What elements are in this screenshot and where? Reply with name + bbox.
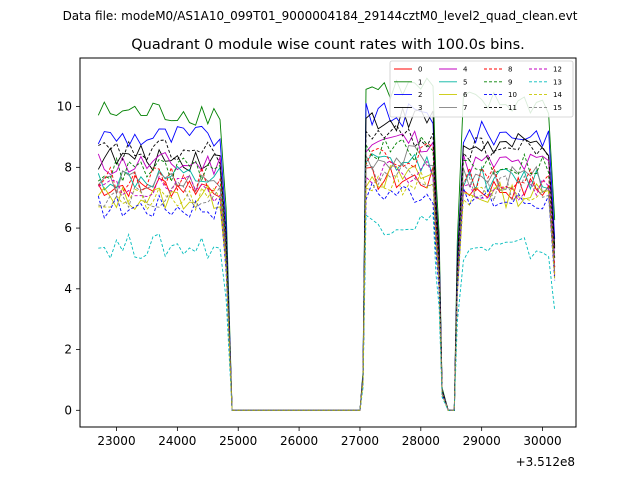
x-offset-label: +3.512e8 bbox=[516, 455, 575, 469]
x-tick-label: 30000 bbox=[523, 434, 561, 448]
series-line-2 bbox=[97, 102, 556, 411]
x-tick-label: 24000 bbox=[158, 434, 196, 448]
series-lines bbox=[97, 77, 556, 411]
legend-box bbox=[389, 60, 574, 118]
series-line-13 bbox=[98, 211, 556, 411]
series-line-15 bbox=[98, 163, 556, 411]
y-tick-label: 10 bbox=[57, 100, 72, 114]
legend-label-4: 4 bbox=[463, 66, 468, 74]
legend-label-10: 10 bbox=[508, 91, 517, 99]
datafile-label: Data file: modeM0/AS1A10_099T01_90000041… bbox=[63, 9, 578, 23]
series-line-4 bbox=[97, 130, 556, 411]
legend-label-0: 0 bbox=[418, 66, 422, 74]
legend-label-7: 7 bbox=[463, 104, 467, 112]
y-tick-label: 6 bbox=[64, 221, 72, 235]
series-line-12 bbox=[98, 160, 556, 411]
y-tick-label: 2 bbox=[64, 343, 72, 357]
series-line-7 bbox=[97, 145, 556, 411]
x-tick-label: 27000 bbox=[341, 434, 379, 448]
x-axis: 23000 24000 25000 26000 27000 28000 29000 30000 bbox=[97, 427, 562, 448]
series-line-0 bbox=[97, 166, 556, 411]
y-tick-label: 4 bbox=[64, 282, 72, 296]
series-line-6 bbox=[97, 164, 556, 411]
y-tick-label: 8 bbox=[64, 160, 72, 174]
legend-label-12: 12 bbox=[553, 66, 562, 74]
legend-label-3: 3 bbox=[418, 104, 422, 112]
legend-label-15: 15 bbox=[553, 104, 562, 112]
series-line-14 bbox=[98, 170, 556, 411]
series-line-8 bbox=[97, 142, 556, 411]
x-tick-label: 26000 bbox=[280, 434, 318, 448]
x-tick-label: 23000 bbox=[97, 434, 135, 448]
x-tick-label: 29000 bbox=[463, 434, 501, 448]
y-axis: 0 2 4 6 8 10 bbox=[57, 100, 80, 417]
series-line-9 bbox=[98, 135, 556, 411]
series-line-11 bbox=[98, 124, 556, 411]
legend-label-1: 1 bbox=[418, 78, 422, 86]
plot-frame bbox=[79, 57, 577, 428]
series-line-3 bbox=[97, 106, 556, 411]
legend-label-5: 5 bbox=[463, 78, 467, 86]
x-tick-label: 25000 bbox=[219, 434, 257, 448]
chart-title: Quadrant 0 module wise count rates with … bbox=[131, 37, 525, 53]
y-tick-label: 0 bbox=[64, 403, 72, 417]
x-tick-label: 28000 bbox=[402, 434, 440, 448]
series-line-10 bbox=[97, 181, 556, 411]
legend-label-8: 8 bbox=[508, 66, 512, 74]
legend-label-13: 13 bbox=[553, 78, 562, 86]
legend-label-9: 9 bbox=[508, 78, 512, 86]
legend-label-6: 6 bbox=[463, 91, 468, 99]
legend-label-11: 11 bbox=[508, 104, 517, 112]
legend-label-2: 2 bbox=[418, 91, 422, 99]
legend-label-14: 14 bbox=[553, 91, 562, 99]
